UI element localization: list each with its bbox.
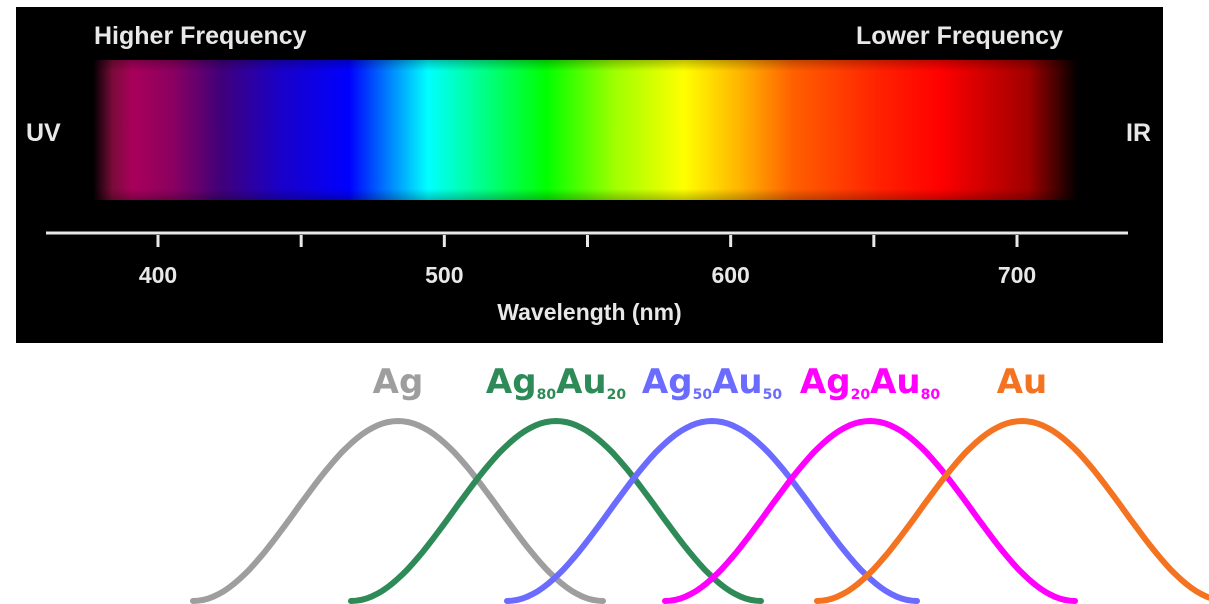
wavelength-axis: 400 500 600 700 [46, 231, 1128, 288]
spectrum-panel: Higher Frequency Lower Frequency UV IR 4… [16, 7, 1163, 343]
axis-title: Wavelength (nm) [497, 299, 682, 325]
tick-label-400: 400 [139, 262, 177, 288]
absorption-curve-4 [814, 417, 1209, 604]
lower-frequency-label: Lower Frequency [856, 22, 1063, 50]
tick-label-700: 700 [998, 262, 1036, 288]
alloy-label-4: Au [996, 362, 1048, 402]
axis-tick-labels: 400 500 600 700 [139, 262, 1036, 288]
absorption-curve-3 [662, 417, 1078, 604]
visible-spectrum-band [93, 60, 1078, 200]
axis-ticks [156, 235, 1019, 247]
alloy-label-3: Ag20Au80 [799, 362, 941, 403]
absorption-curve-1 [348, 417, 764, 604]
absorption-curve-2 [504, 417, 920, 604]
tick-label-600: 600 [711, 262, 749, 288]
uv-label: UV [26, 119, 61, 147]
absorption-curve-0 [190, 417, 606, 604]
higher-frequency-label: Higher Frequency [94, 22, 307, 50]
absorption-curves [190, 417, 1209, 604]
alloy-label-2: Ag50Au50 [641, 362, 783, 403]
alloy-label-1: Ag80Au20 [485, 362, 627, 403]
tick-label-500: 500 [425, 262, 463, 288]
alloy-label-0: Ag [372, 362, 424, 402]
ir-label: IR [1126, 119, 1151, 147]
